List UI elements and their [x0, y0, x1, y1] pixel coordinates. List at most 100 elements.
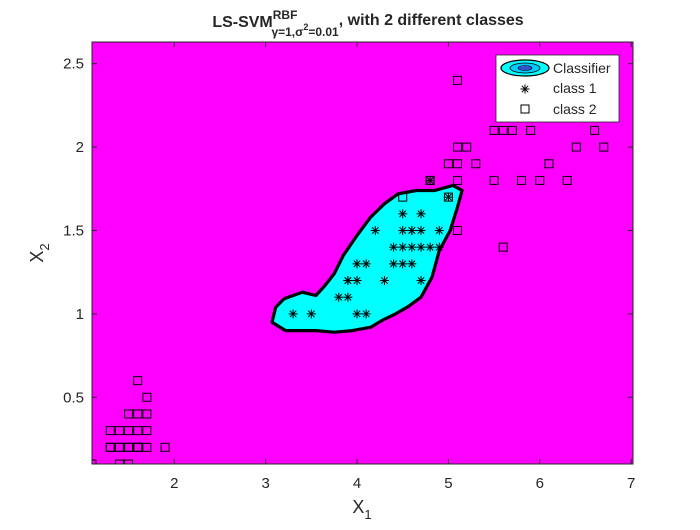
class-2-point	[535, 175, 545, 185]
class-2-point	[124, 409, 134, 419]
class-2-point	[507, 125, 517, 135]
legend-classifier-swatch	[500, 59, 550, 77]
y-tick-label: 2.5	[63, 56, 84, 73]
y-tick-label: 1.5	[63, 222, 84, 239]
class-1-point	[334, 292, 344, 302]
class-2-point	[453, 75, 463, 85]
class-2-point	[562, 175, 572, 185]
class-1-point	[416, 209, 426, 219]
class-2-point	[453, 159, 463, 169]
class-2-point	[114, 459, 124, 464]
class-2-point	[517, 175, 527, 185]
x-tick-label: 6	[536, 475, 544, 492]
x-tick-label: 4	[353, 475, 361, 492]
axes-box	[91, 41, 634, 465]
class-2-point	[599, 142, 609, 152]
class-1-point	[288, 309, 298, 319]
legend-marker-class-1	[520, 84, 530, 94]
chart-title-main: LS-SVM	[212, 14, 272, 31]
class-2-point	[544, 159, 554, 169]
x-tick-label: 2	[170, 475, 178, 492]
class-1-point	[352, 276, 362, 286]
class-1-point	[434, 225, 444, 235]
x-tick-label: 7	[627, 475, 635, 492]
class-1-point	[398, 209, 408, 219]
y-axis-label-sub: 2	[37, 243, 52, 250]
class-2-point	[142, 409, 152, 419]
class-2-point	[133, 409, 143, 419]
class-1-point	[425, 242, 435, 252]
chart-title-subscript: γ=1,σ	[271, 25, 303, 39]
legend-label-class-1: class 1	[553, 80, 597, 96]
x-axis-label-sub: 1	[364, 507, 371, 522]
class-2-point	[124, 459, 134, 464]
class-1-point	[443, 192, 453, 202]
class-1-point	[343, 292, 353, 302]
class-1-point	[425, 175, 435, 185]
chart-title: LS-SVMRBF γ=1,σ2=0.01, with 2 different c…	[212, 8, 523, 39]
y-tick-label: 2	[76, 139, 84, 156]
class-1-point	[416, 225, 426, 235]
class-1-point	[398, 225, 408, 235]
chart-title-suffix: , with 2 different classes	[339, 12, 524, 29]
class-1-point	[352, 259, 362, 269]
class-2-point	[124, 426, 134, 436]
chart-title-subscript-right: =0.01	[308, 25, 339, 39]
class-1-point	[389, 259, 399, 269]
class-1-point	[379, 276, 389, 286]
y-axis-label-base: X	[27, 251, 47, 263]
y-tick-label: 0.5	[63, 389, 84, 406]
class-1-point	[361, 309, 371, 319]
axes: 2 3 4 5 6 7 0.5 1 1.5 2 2.5	[63, 41, 635, 492]
class-2-point	[124, 442, 134, 452]
legend-marker-class-2	[520, 104, 530, 114]
class-2-point	[453, 142, 463, 152]
class-2-point	[398, 192, 408, 202]
class-2-point	[453, 175, 463, 185]
class-2-point	[489, 125, 499, 135]
class-1-region	[270, 183, 464, 334]
class-2-point	[142, 426, 152, 436]
class-1-point	[407, 259, 417, 269]
class-2-point	[443, 159, 453, 169]
class-2-point	[105, 442, 115, 452]
class-1-point	[352, 309, 362, 319]
class-2-point	[462, 142, 472, 152]
class-1-point	[389, 242, 399, 252]
y-axis-label: X2	[27, 243, 52, 262]
class-1-point	[398, 242, 408, 252]
class-2-point	[443, 192, 453, 202]
class-1-point	[370, 225, 380, 235]
class-2-point	[133, 376, 143, 386]
class-2-point	[133, 426, 143, 436]
class-2-point	[471, 159, 481, 169]
x-tick-label: 5	[444, 475, 452, 492]
legend-label-classifier: Classifier	[553, 60, 611, 76]
class-2-point	[489, 175, 499, 185]
class-2-point	[142, 392, 152, 402]
class-2-point	[498, 242, 508, 252]
class-2-point	[498, 125, 508, 135]
class-2-point	[133, 442, 143, 452]
class-2-point	[114, 442, 124, 452]
class-2-point	[590, 125, 600, 135]
class-1-point	[416, 276, 426, 286]
class-2-point	[526, 125, 536, 135]
chart-title-superscript: RBF	[273, 8, 298, 22]
class-2-point	[571, 142, 581, 152]
x-axis-label-base: X	[352, 497, 364, 517]
class-2-point	[105, 426, 115, 436]
x-axis-label: X1	[352, 497, 371, 522]
class-1-point	[407, 242, 417, 252]
decision-region-group	[270, 183, 464, 334]
class-1-point	[306, 309, 316, 319]
class-1-point	[343, 276, 353, 286]
class-2-point	[114, 426, 124, 436]
class-1-point	[398, 259, 408, 269]
legend: Classifier class 1 class 2	[495, 54, 620, 123]
class-1-point	[361, 259, 371, 269]
class-2-point	[142, 442, 152, 452]
legend-label-class-2: class 2	[553, 101, 597, 117]
